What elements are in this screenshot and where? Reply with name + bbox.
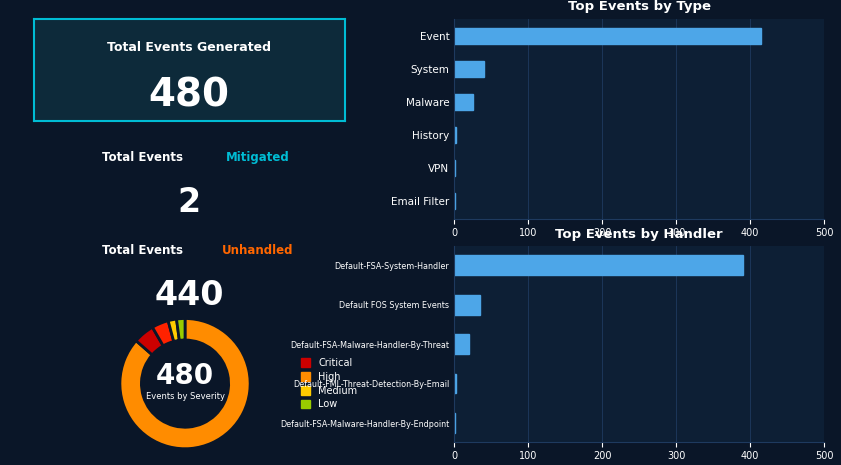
Title: Top Events by Type: Top Events by Type [568, 0, 711, 13]
Bar [454, 127, 456, 143]
Bar [454, 255, 743, 275]
Bar [454, 28, 761, 44]
Bar [454, 94, 473, 110]
Wedge shape [120, 319, 250, 449]
Bar [454, 61, 484, 77]
Bar [454, 334, 469, 354]
Text: Events by Severity: Events by Severity [145, 392, 225, 401]
Title: Top Events by Handler: Top Events by Handler [555, 228, 723, 241]
Text: 2: 2 [177, 186, 201, 219]
Text: Total Events: Total Events [102, 245, 183, 258]
Text: 440: 440 [155, 279, 224, 312]
Wedge shape [177, 319, 185, 340]
Wedge shape [168, 319, 179, 341]
Text: 480: 480 [149, 76, 230, 114]
Wedge shape [152, 321, 174, 346]
Text: 480: 480 [156, 362, 214, 390]
Text: Mitigated: Mitigated [225, 152, 289, 165]
Bar [454, 374, 456, 393]
Legend: Critical, High, Medium, Low: Critical, High, Medium, Low [299, 356, 359, 412]
Text: Unhandled: Unhandled [222, 245, 294, 258]
Text: Total Events: Total Events [102, 152, 183, 165]
Wedge shape [136, 327, 163, 355]
Bar [454, 295, 480, 314]
Text: Total Events Generated: Total Events Generated [107, 41, 272, 54]
